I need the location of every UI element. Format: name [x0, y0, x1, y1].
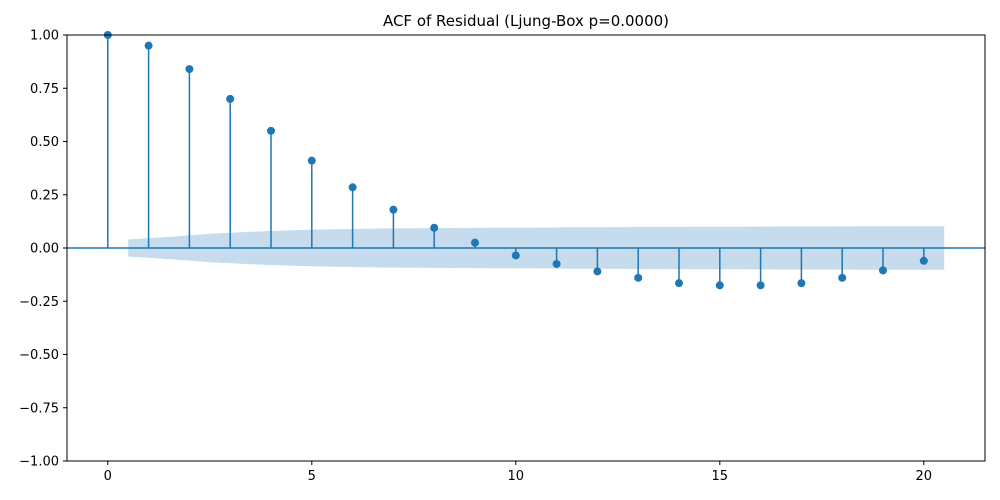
x-tick-label-0: 0: [104, 469, 112, 484]
y-tick-label-0: 1.00: [30, 29, 59, 44]
acf-marker-lag-10: [511, 251, 520, 260]
acf-marker-lag-12: [593, 267, 602, 276]
acf-marker-lag-5: [307, 156, 316, 165]
x-tick-label-10: 10: [508, 469, 525, 484]
y-tick-label-6: −0.50: [19, 348, 59, 363]
x-tick-label-20: 20: [916, 469, 933, 484]
acf-marker-lag-3: [226, 94, 235, 103]
x-tick-label-5: 5: [308, 469, 316, 484]
y-tick-label-2: 0.50: [30, 135, 59, 150]
y-tick-label-5: −0.25: [19, 295, 59, 310]
ticks-layer: 0 5 10 15 20 1.00 0.75 0.50 0.25 0.00 −0.25 −0.50 −0…: [19, 29, 932, 485]
y-tick-label-1: 0.75: [30, 82, 59, 97]
acf-marker-lag-16: [756, 281, 765, 290]
y-tick-label-3: 0.25: [30, 188, 59, 203]
acf-marker-lag-4: [267, 126, 275, 135]
acf-marker-lag-1: [144, 41, 153, 50]
markers-layer: [103, 31, 928, 290]
acf-marker-lag-20: [919, 256, 928, 265]
acf-marker-lag-7: [389, 205, 398, 214]
acf-marker-lag-15: [715, 281, 724, 290]
acf-marker-lag-18: [838, 273, 847, 282]
acf-marker-lag-13: [634, 273, 643, 282]
acf-marker-lag-6: [348, 183, 357, 192]
acf-marker-lag-11: [552, 259, 561, 268]
y-tick-label-7: −0.75: [19, 401, 59, 416]
x-tick-label-15: 15: [712, 469, 729, 484]
acf-marker-lag-19: [879, 266, 887, 275]
acf-marker-lag-17: [797, 279, 806, 288]
acf-marker-lag-2: [185, 65, 194, 74]
y-tick-label-8: −1.00: [19, 455, 59, 470]
acf-marker-lag-9: [471, 238, 479, 247]
acf-marker-lag-14: [675, 279, 683, 288]
chart-title: ACF of Residual (Ljung-Box p=0.0000): [383, 12, 669, 30]
acf-marker-lag-8: [430, 223, 439, 232]
y-tick-label-4: 0.00: [30, 242, 59, 257]
